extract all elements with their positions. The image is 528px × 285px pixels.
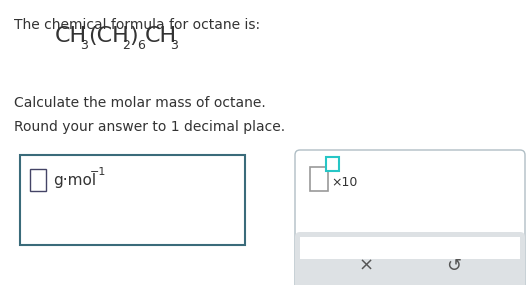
Text: ×: ×: [359, 257, 374, 275]
FancyBboxPatch shape: [295, 232, 525, 285]
Bar: [310, 167, 328, 191]
Text: CH: CH: [145, 26, 177, 46]
Text: −1: −1: [90, 167, 106, 177]
Text: 3: 3: [170, 39, 178, 52]
Text: CH: CH: [55, 26, 87, 46]
Text: ×10: ×10: [331, 176, 357, 188]
Text: ): ): [129, 26, 138, 46]
Text: Round your answer to 1 decimal place.: Round your answer to 1 decimal place.: [14, 120, 285, 134]
Bar: [300, 259, 520, 285]
Text: 3: 3: [80, 39, 88, 52]
Text: ↺: ↺: [447, 257, 461, 275]
FancyBboxPatch shape: [295, 150, 525, 285]
Text: g·mol: g·mol: [53, 172, 96, 188]
Bar: [30, 169, 46, 191]
Text: 6: 6: [137, 39, 145, 52]
Text: The chemical formula for octane is:: The chemical formula for octane is:: [14, 18, 260, 32]
Text: (CH: (CH: [88, 26, 129, 46]
Text: 2: 2: [122, 39, 130, 52]
FancyBboxPatch shape: [20, 155, 245, 245]
Bar: [326, 157, 339, 171]
Text: Calculate the molar mass of octane.: Calculate the molar mass of octane.: [14, 96, 266, 110]
Bar: [300, 237, 520, 261]
